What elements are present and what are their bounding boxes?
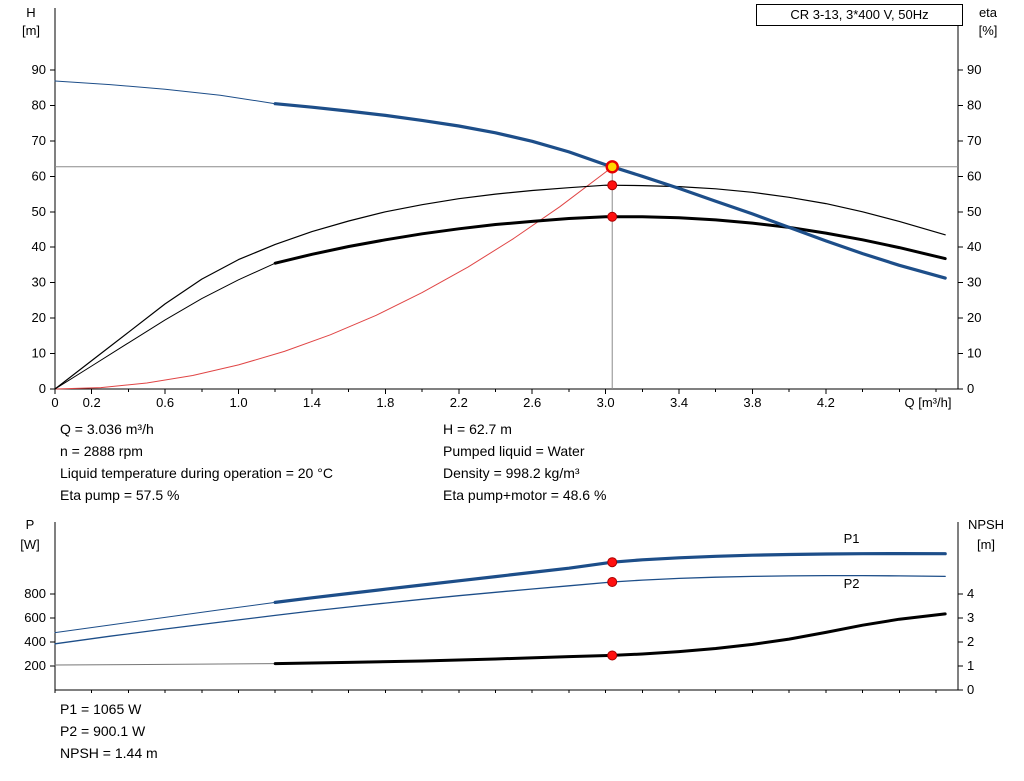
- npsh-point-marker: [607, 650, 618, 661]
- y-left-tick-label: 10: [32, 346, 46, 361]
- x-tick-label: 2.2: [450, 395, 468, 410]
- duty-point-marker: [605, 160, 619, 174]
- y-left-tick-label: 800: [24, 586, 46, 601]
- y-right-tick-label: 3: [967, 610, 974, 625]
- y-left-tick-label: 600: [24, 610, 46, 625]
- y-right-axis-name: NPSH: [968, 517, 1004, 532]
- eta-pump-curve: [54, 184, 946, 390]
- y-right-axis-name: eta: [979, 5, 998, 20]
- pumped-liquid-text: Pumped liquid = Water: [443, 443, 585, 459]
- y-left-axis-name: P: [26, 517, 35, 532]
- eta-pump-text: Eta pump = 57.5 %: [60, 487, 180, 503]
- y-right-tick-label: 40: [967, 239, 981, 254]
- x-tick-label: 1.4: [303, 395, 321, 410]
- x-axis-unit-label: Q [m³/h]: [905, 395, 952, 410]
- y-left-tick-label: 200: [24, 658, 46, 673]
- y-left-axis-unit: [W]: [20, 537, 40, 552]
- head-value-text: H = 62.7 m: [443, 421, 512, 437]
- y-left-tick-label: 90: [32, 62, 46, 77]
- operating-data-left-column: Q = 3.036 m³/h n = 2888 rpm Liquid tempe…: [60, 418, 333, 506]
- density-text: Density = 998.2 kg/m³: [443, 465, 580, 481]
- y-right-tick-label: 10: [967, 346, 981, 361]
- y-left-tick-label: 30: [32, 275, 46, 290]
- npsh-curve-thin: [54, 663, 276, 666]
- y-left-tick-label: 40: [32, 239, 46, 254]
- eta-pump-motor-text: Eta pump+motor = 48.6 %: [443, 487, 607, 503]
- p2-curve-label: P2: [844, 576, 860, 591]
- eta-pump-point-marker: [607, 180, 618, 191]
- x-tick-label: 4.2: [817, 395, 835, 410]
- y-left-tick-label: 50: [32, 204, 46, 219]
- p1-curve-thin: [54, 601, 276, 634]
- x-tick-label: 2.6: [523, 395, 541, 410]
- operating-data-right-column: H = 62.7 m Pumped liquid = Water Density…: [443, 418, 606, 506]
- system-curve: [54, 166, 613, 390]
- y-right-tick-label: 20: [967, 310, 981, 325]
- flow-value-text: Q = 3.036 m³/h: [60, 421, 154, 437]
- p1-curve-label: P1: [844, 531, 860, 546]
- y-right-axis-unit: [%]: [979, 23, 998, 38]
- p1-value-text: P1 = 1065 W: [60, 701, 142, 717]
- y-left-axis-name: H: [26, 5, 35, 20]
- eta-pump-motor-curve: [273, 215, 947, 265]
- y-right-axis-unit: [m]: [977, 537, 995, 552]
- npsh-curve: [273, 612, 947, 666]
- qh-eta-chart: 0 0.2 0.6 1.0 1.4 1.8 2.2 2.6 3.0 3.4 3.8 4.2 Q [m³/…: [22, 5, 998, 410]
- x-tick-label: 1.0: [229, 395, 247, 410]
- y-left-tick-label: 70: [32, 133, 46, 148]
- p2-value-text: P2 = 900.1 W: [60, 723, 146, 739]
- y-left-tick-label: 80: [32, 97, 46, 112]
- pump-model-label: CR 3-13, 3*400 V, 50Hz: [756, 4, 963, 26]
- y-right-tick-label: 90: [967, 62, 981, 77]
- y-left-tick-label: 0: [39, 381, 46, 396]
- eta-pump-motor-point-marker: [607, 211, 618, 222]
- qh-curve: [273, 102, 947, 280]
- y-right-tick-label: 4: [967, 586, 974, 601]
- liquid-temperature-text: Liquid temperature during operation = 20…: [60, 465, 333, 481]
- y-left-tick-label: 60: [32, 168, 46, 183]
- npsh-value-text: NPSH = 1.44 m: [60, 745, 158, 761]
- y-right-tick-label: 60: [967, 168, 981, 183]
- x-tick-label: 0.2: [83, 395, 101, 410]
- y-right-tick-label: 50: [967, 204, 981, 219]
- y-right-tick-label: 2: [967, 634, 974, 649]
- power-data-block: P1 = 1065 W P2 = 900.1 W NPSH = 1.44 m: [60, 698, 158, 764]
- p2-curve: [54, 574, 946, 645]
- x-tick-label: 0: [51, 395, 58, 410]
- qh-curve-thin: [54, 80, 276, 105]
- x-tick-label: 3.4: [670, 395, 688, 410]
- power-npsh-chart: 200 400 600 800 0 1 2 3 4 P [W] NPSH [m] P1 P2: [20, 517, 1004, 697]
- speed-value-text: n = 2888 rpm: [60, 443, 143, 459]
- x-tick-label: 3.0: [597, 395, 615, 410]
- eta-pump-motor-curve-thin: [54, 262, 276, 390]
- x-tick-label: 1.8: [376, 395, 394, 410]
- y-right-tick-label: 30: [967, 275, 981, 290]
- y-right-tick-label: 80: [967, 97, 981, 112]
- p1-point-marker: [607, 557, 618, 568]
- y-left-axis-unit: [m]: [22, 23, 40, 38]
- y-left-tick-label: 400: [24, 634, 46, 649]
- p2-point-marker: [607, 576, 618, 587]
- x-tick-label: 0.6: [156, 395, 174, 410]
- y-right-tick-label: 0: [967, 682, 974, 697]
- y-left-tick-label: 20: [32, 310, 46, 325]
- operating-data-block: Q = 3.036 m³/h n = 2888 rpm Liquid tempe…: [0, 418, 1024, 514]
- y-right-tick-label: 0: [967, 381, 974, 396]
- y-right-tick-label: 1: [967, 658, 974, 673]
- x-tick-label: 3.8: [743, 395, 761, 410]
- y-right-tick-label: 70: [967, 133, 981, 148]
